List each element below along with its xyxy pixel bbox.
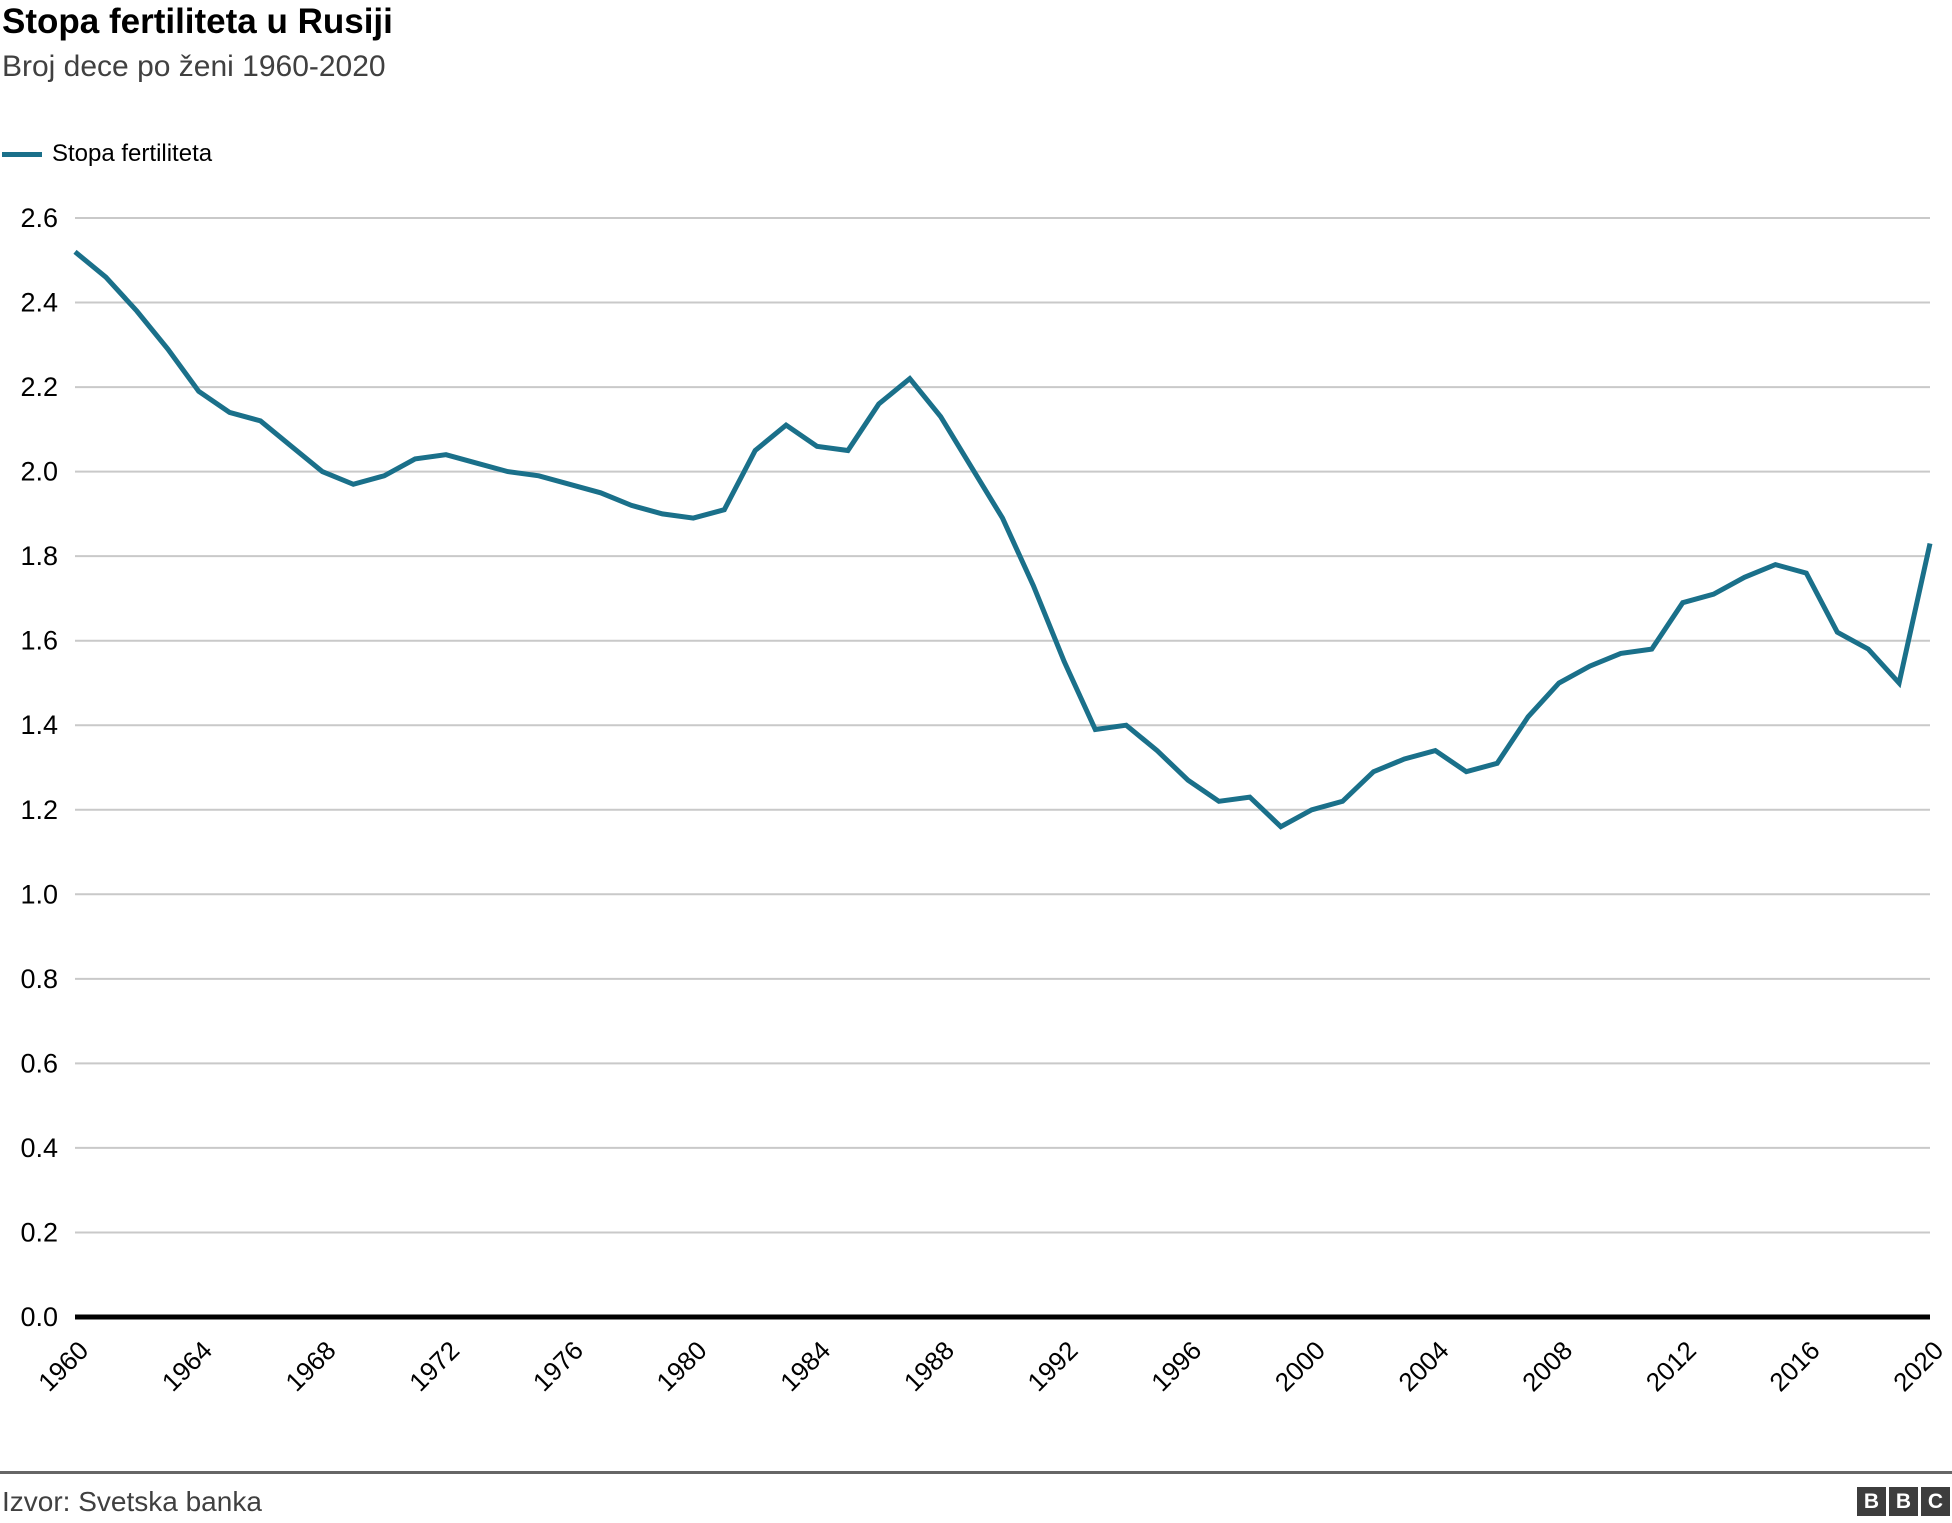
y-tick-label: 1.0 [20, 879, 58, 909]
bbc-logo-letter: B [1857, 1487, 1886, 1516]
y-tick-label: 1.6 [20, 626, 58, 656]
bbc-logo: B B C [1857, 1487, 1950, 1516]
bbc-logo-letter: B [1889, 1487, 1918, 1516]
y-tick-label: 1.2 [20, 795, 58, 825]
source-note: Izvor: Svetska banka [2, 1486, 262, 1517]
x-tick-label: 2008 [1516, 1335, 1578, 1397]
footer-divider [0, 1471, 1952, 1474]
x-tick-label: 1984 [774, 1335, 836, 1397]
y-tick-label: 0.6 [20, 1048, 58, 1078]
x-tick-label: 1972 [403, 1335, 465, 1397]
x-tick-label: 1988 [898, 1335, 960, 1397]
x-tick-label: 1976 [527, 1335, 589, 1397]
y-tick-label: 2.4 [20, 288, 58, 318]
y-tick-label: 2.2 [20, 372, 58, 402]
x-tick-label: 1980 [650, 1335, 712, 1397]
page-subtitle: Broj dece po ženi 1960-2020 [2, 50, 386, 83]
y-tick-label: 2.6 [20, 203, 58, 233]
x-tick-label: 2004 [1392, 1335, 1454, 1397]
y-tick-label: 2.0 [20, 457, 58, 487]
y-tick-label: 0.2 [20, 1217, 58, 1247]
legend-line-swatch [2, 151, 42, 157]
x-tick-label: 2000 [1269, 1335, 1331, 1397]
y-tick-label: 0.8 [20, 964, 58, 994]
y-tick-label: 1.4 [20, 710, 58, 740]
x-tick-label: 1960 [32, 1335, 94, 1397]
y-tick-label: 1.8 [20, 541, 58, 571]
x-tick-label: 1968 [279, 1335, 341, 1397]
series-line-stopa-fertiliteta [73, 249, 1933, 830]
legend-label: Stopa fertiliteta [52, 140, 213, 167]
x-tick-label: 1964 [156, 1335, 218, 1397]
x-tick-label: 2016 [1763, 1335, 1825, 1397]
x-tick-label: 2012 [1640, 1335, 1702, 1397]
y-tick-label: 0.0 [20, 1302, 58, 1332]
y-tick-label: 0.4 [20, 1133, 58, 1163]
legend: Stopa fertiliteta [2, 140, 212, 168]
bbc-logo-letter: C [1921, 1487, 1950, 1516]
x-tick-label: 1996 [1145, 1335, 1207, 1397]
x-tick-label: 1992 [1021, 1335, 1083, 1397]
page-title: Stopa fertiliteta u Rusiji [2, 2, 393, 41]
x-tick-label: 2020 [1887, 1335, 1949, 1397]
